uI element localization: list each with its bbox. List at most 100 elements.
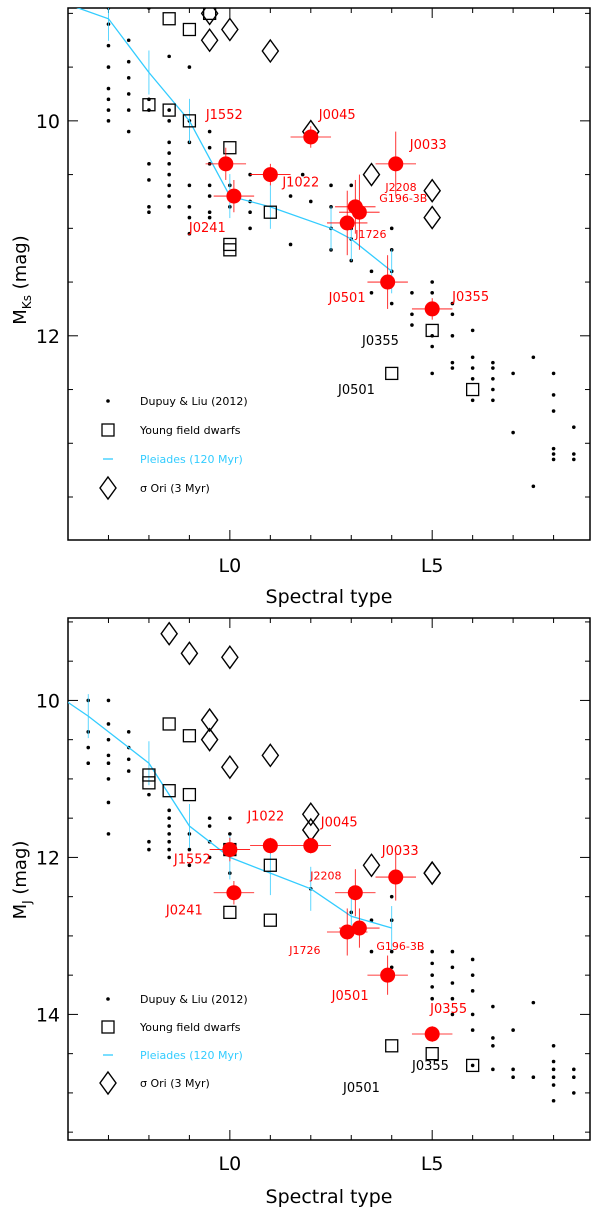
legend: Dupuy & Liu (2012) Young field dwarfs Plei… (99, 993, 248, 1096)
field-dwarf-dot (551, 1083, 556, 1087)
field-dwarf-dot (491, 387, 495, 392)
field-dwarf-dot (511, 371, 515, 376)
field-dwarf-dot (126, 59, 131, 64)
target-point (262, 167, 278, 183)
legend: Dupuy & Liu (2012) Young field dwarfs Plei… (99, 395, 248, 501)
young-field-dwarf-square (182, 729, 197, 743)
legend-label: Pleiades (120 Myr) (140, 1049, 243, 1062)
legend-label: Young field dwarfs (139, 424, 241, 437)
target-label: J1726 (354, 228, 386, 241)
field-dwarf-dot (410, 323, 414, 327)
panel-mj: L0 L5 10 12 14 Spectral type MJ (mag) J1552 J024… (10, 617, 591, 1208)
sigma-ori-diamond (180, 641, 199, 666)
target-label: G196-3B (376, 940, 424, 953)
y-tick-label: 12 (36, 326, 60, 348)
x-tick-label: L0 (219, 555, 242, 577)
field-dwarf-dot (369, 918, 374, 923)
field-dwarf-dot (126, 76, 131, 80)
field-dwarf-dot (430, 973, 434, 977)
young-field-dwarf-square (182, 114, 197, 128)
panel-mks: L0 L5 10 12 Spectral type MKs (mag) J1552 J0241… (10, 7, 591, 608)
field-dwarf-dot (470, 989, 475, 993)
field-dwarf-dot (288, 194, 293, 198)
legend-label: σ Ori (3 Myr) (140, 1077, 210, 1090)
field-dwarf-dot (369, 949, 374, 954)
y-axis-label-main: M (10, 904, 31, 920)
young-field-dwarf-square (142, 98, 156, 112)
field-dwarf-dot (369, 269, 374, 274)
field-dwarf-dot (470, 398, 475, 403)
field-dwarf-dot (106, 119, 111, 123)
field-dwarf-dot (329, 183, 333, 188)
field-dwarf-dot (389, 226, 394, 231)
field-dwarf-dot (450, 996, 455, 1001)
sigma-ori-diamond (200, 727, 219, 752)
field-dwarf-dot (167, 832, 171, 836)
young-field-dwarf-square (263, 858, 277, 872)
field-dwarf-dot (106, 86, 111, 91)
target-label: J1552 (205, 108, 243, 123)
young-field-dwarf-square (162, 103, 176, 117)
target-label: J0045 (318, 108, 356, 123)
field-dwarf-dot (491, 376, 495, 381)
target-label: J0033 (409, 138, 447, 153)
target-point (388, 156, 404, 172)
field-dwarf-dot (187, 183, 192, 188)
field-dwarf-dot (167, 824, 171, 828)
young-field-dwarf-square (202, 8, 217, 21)
y-tick-label: 12 (36, 847, 60, 869)
field-dwarf-dot (167, 172, 171, 177)
field-dwarf-dot (511, 1075, 515, 1080)
young-dwarf-label: J0355 (361, 334, 399, 349)
field-dwarf-dot (126, 38, 131, 43)
pleiades-sequence-line (68, 701, 392, 929)
field-dwarf-dot (430, 291, 434, 295)
young-dwarf-label: J0501 (337, 383, 375, 398)
y-axis-label-main: M (10, 309, 31, 325)
field-dwarf-dot (147, 178, 151, 182)
legend-label: Dupuy & Liu (2012) (140, 993, 248, 1006)
young-field-dwarf-square (223, 141, 237, 155)
field-dwarf-dot (470, 355, 475, 360)
target-point (339, 215, 355, 231)
field-dwarf-dot (430, 996, 434, 1001)
target-point (303, 838, 319, 854)
field-dwarf-dot (491, 1036, 495, 1040)
target-label: J0501 (328, 291, 366, 306)
field-dwarf-dot (248, 226, 252, 231)
field-dwarf-dot (167, 162, 171, 166)
target-label: J0241 (188, 221, 226, 236)
target-label: J0033 (381, 844, 419, 859)
field-dwarf-dot (167, 183, 171, 188)
field-dwarf-dot (207, 816, 212, 820)
sigma-ori-diamond (220, 754, 239, 780)
field-dwarf-dot (349, 183, 354, 188)
sigma-ori-diamond (261, 38, 280, 64)
young-field-dwarf-square (162, 12, 176, 26)
y-tick-label: 10 (36, 111, 60, 133)
field-dwarf-dot (167, 108, 171, 112)
field-dwarf-dot (470, 366, 475, 370)
legend-square-marker (101, 1020, 115, 1034)
field-dwarf-dot (491, 1044, 495, 1048)
field-dwarf-dot (551, 457, 556, 462)
field-dwarf-dot (167, 119, 171, 123)
legend-dot-marker (106, 399, 110, 403)
plot-area (68, 621, 576, 1103)
target-point (226, 885, 242, 901)
target-label: J0501 (331, 989, 369, 1004)
field-dwarf-dot (126, 769, 131, 773)
field-dwarf-dot (511, 430, 515, 435)
x-axis-label: Spectral type (266, 586, 393, 608)
target-label: J1726 (288, 944, 320, 957)
sigma-ori-diamond (362, 853, 381, 878)
target-label: J0355 (429, 1002, 467, 1017)
field-dwarf-dot (288, 242, 293, 247)
young-field-dwarf-square (142, 776, 156, 790)
field-dwarf-dot (207, 194, 212, 198)
legend-label: σ Ori (3 Myr) (140, 482, 210, 495)
target-point (303, 129, 319, 145)
field-dwarf-dot (207, 129, 212, 134)
field-dwarf-dot (167, 54, 171, 59)
target-label: J2208 (309, 870, 341, 883)
